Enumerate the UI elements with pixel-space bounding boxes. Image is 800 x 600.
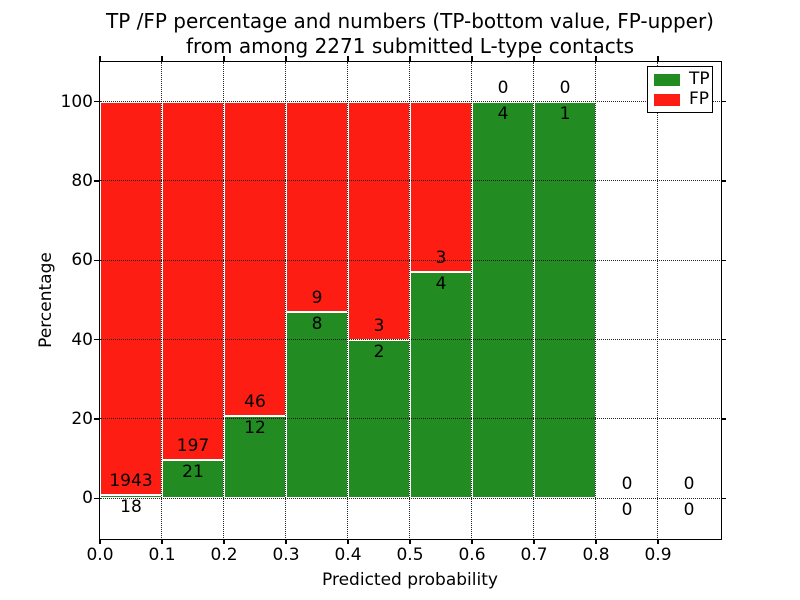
x-tick-label: 0.0: [86, 545, 114, 565]
bar-segment-fp-3: [286, 101, 348, 312]
legend: TP FP: [647, 66, 713, 113]
y-tick-mark: [94, 259, 99, 262]
legend-swatch-tp: [654, 73, 680, 86]
tp-count-label: 8: [311, 313, 323, 334]
y-tick-label: 0: [82, 488, 93, 509]
plot-area: 1943 18 197 21 46 12 9 8 3 2 3 4 0 4 0 1 0 0 0 0: [100, 62, 720, 538]
fp-count-label: 0: [621, 474, 633, 495]
x-tick-label: 0.9: [644, 545, 672, 565]
fp-count-label: 3: [373, 315, 385, 336]
y-tick-mark: [94, 180, 99, 182]
gridline-v: [285, 62, 287, 538]
x-tick-label: 0.2: [210, 545, 238, 565]
y-tick-label: 60: [71, 250, 93, 271]
legend-row-tp: TP: [654, 71, 710, 88]
x-tick-label: 0.5: [396, 545, 424, 565]
fp-count-label: 0: [559, 77, 571, 98]
tp-count-label: 12: [244, 418, 266, 439]
x-tick-mark: [595, 539, 597, 544]
x-tick-mark: [471, 539, 473, 544]
fp-count-label: 197: [176, 436, 210, 457]
x-tick-mark-top: [99, 56, 101, 61]
bar-segment-tp-6: [472, 101, 534, 499]
x-tick-mark: [533, 539, 535, 544]
x-tick-label: 0.8: [582, 545, 610, 565]
bar-segment-fp-0: [100, 101, 162, 495]
y-tick-mark-right: [721, 418, 726, 420]
x-tick-mark: [161, 539, 163, 544]
fp-count-label: 46: [244, 392, 266, 413]
x-tick-label: 0.4: [334, 545, 362, 565]
gridline-v: [409, 62, 411, 538]
y-tick-mark-right: [721, 100, 726, 103]
y-tick-mark: [94, 338, 99, 341]
bar-segment-tp-7: [534, 101, 596, 499]
x-tick-mark: [409, 539, 411, 544]
x-tick-mark-top: [285, 56, 287, 61]
gridline-v: [471, 62, 473, 538]
gridline-v: [161, 62, 163, 538]
x-tick-mark-top: [347, 56, 349, 61]
tp-count-label: 4: [435, 273, 447, 294]
x-tick-label: 0.6: [458, 545, 486, 565]
gridline-v: [347, 62, 349, 538]
x-tick-mark-top: [471, 56, 473, 61]
y-tick-mark-right: [721, 259, 726, 262]
tp-count-label: 0: [683, 500, 695, 521]
legend-label-tp: TP: [689, 69, 710, 89]
y-tick-mark-right: [721, 338, 726, 341]
legend-label-fp: FP: [689, 89, 710, 109]
y-tick-mark-right: [721, 497, 726, 500]
y-tick-label: 20: [71, 409, 93, 429]
bar-segment-tp-2: [224, 416, 286, 499]
bar-segment-fp-5: [410, 101, 472, 272]
y-tick-mark-right: [721, 180, 726, 182]
bar-segment-tp-5: [410, 271, 472, 499]
title-line-1: TP /FP percentage and numbers (TP-bottom…: [106, 9, 714, 33]
x-tick-mark-top: [595, 56, 597, 61]
fp-count-label: 0: [683, 474, 695, 495]
x-axis-label: Predicted probability: [322, 570, 498, 590]
tp-count-label: 4: [497, 103, 509, 124]
x-tick-mark: [347, 539, 349, 544]
x-tick-label: 0.3: [272, 545, 300, 565]
x-tick-mark: [99, 539, 101, 544]
x-tick-label: 0.7: [520, 545, 548, 565]
tp-count-label: 21: [182, 462, 204, 483]
x-tick-mark-top: [161, 56, 163, 61]
tp-count-label: 18: [120, 496, 142, 517]
gridline-v: [657, 62, 659, 538]
tp-count-label: 0: [621, 500, 633, 521]
fp-count-label: 1943: [109, 470, 153, 491]
x-tick-mark: [285, 539, 287, 544]
x-tick-label: 0.1: [148, 545, 176, 565]
x-tick-mark-top: [223, 56, 225, 61]
fp-count-label: 3: [435, 247, 447, 268]
y-tick-mark: [94, 497, 99, 500]
gridline-v: [223, 62, 225, 538]
tp-count-label: 1: [559, 103, 571, 124]
bar-segment-fp-4: [348, 101, 410, 340]
fp-count-label: 0: [497, 77, 509, 98]
chart-title: TP /FP percentage and numbers (TP-bottom…: [10, 9, 800, 59]
x-tick-mark: [657, 539, 659, 544]
title-line-2: from among 2271 submitted L-type contact…: [185, 34, 635, 58]
x-tick-mark: [223, 539, 225, 544]
y-tick-mark: [94, 100, 99, 103]
fp-count-label: 9: [311, 287, 323, 308]
x-tick-mark-top: [533, 56, 535, 61]
bar-segment-fp-1: [162, 101, 224, 461]
tp-count-label: 2: [373, 341, 385, 362]
legend-swatch-fp: [654, 93, 680, 106]
legend-row-fp: FP: [654, 89, 710, 109]
y-tick-label: 100: [60, 91, 93, 112]
y-tick-label: 40: [71, 329, 93, 350]
y-tick-label: 80: [71, 171, 93, 191]
gridline-v: [533, 62, 535, 538]
x-tick-mark-top: [657, 56, 659, 61]
y-tick-mark: [94, 418, 99, 420]
x-tick-mark-top: [409, 56, 411, 61]
gridline-v: [595, 62, 597, 538]
